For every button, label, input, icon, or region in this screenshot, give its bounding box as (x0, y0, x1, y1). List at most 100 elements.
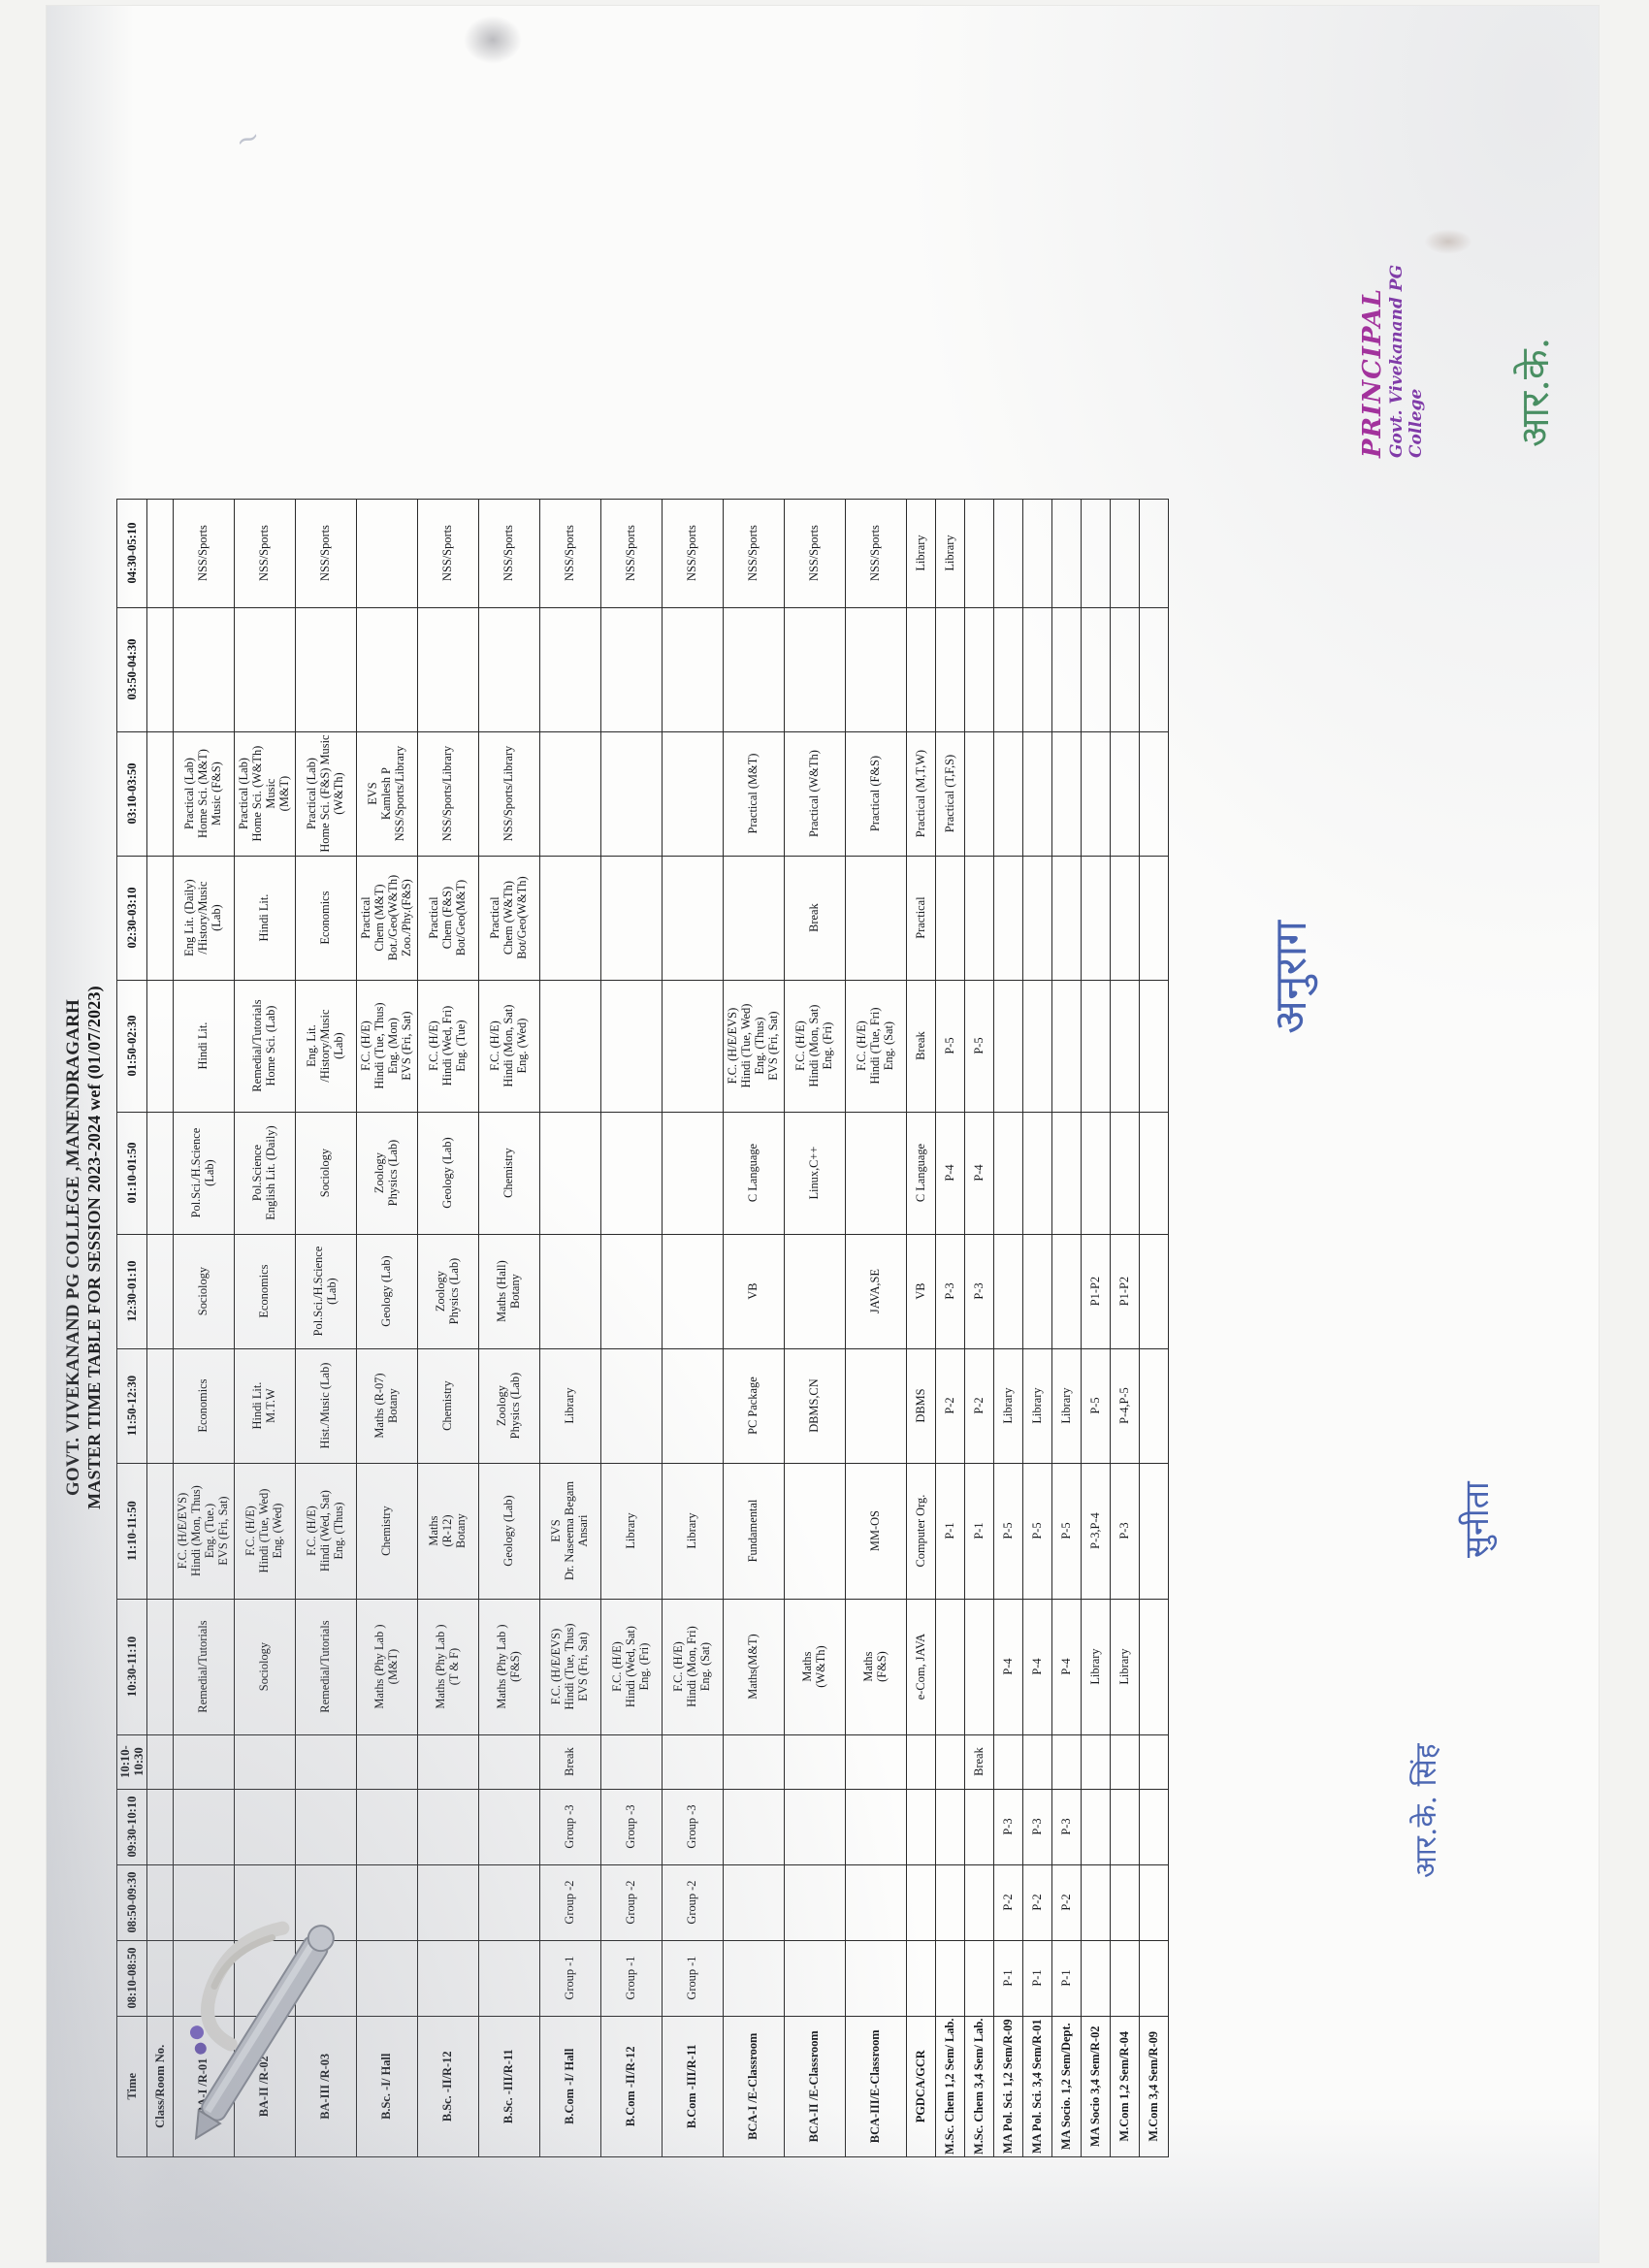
timetable-cell: P-1 (964, 1463, 994, 1600)
timetable-cell: NSS/Sports (295, 499, 357, 608)
timetable-cell: F.C. (H/E) Hindi (Wed, Fri) Eng. (Tue) (417, 980, 479, 1113)
timetable-cell: Group -2 (600, 1864, 663, 1941)
timetable-cell: Computer Org. (906, 1463, 936, 1600)
timetable-cell: Library (1110, 1599, 1140, 1735)
timetable-cell: F.C. (H/E/EVS) Hindi (Mon, Thus) Eng. (T… (173, 1463, 235, 1600)
timetable-cell (784, 1940, 846, 2017)
timetable-cell (234, 1734, 296, 1790)
timetable-cell: P-5 (993, 1463, 1023, 1600)
timetable-cell (1022, 1112, 1052, 1235)
timetable-cell: P-1 (935, 1463, 965, 1600)
timetable-cell (845, 1112, 907, 1235)
timetable-cell: Hist./Music (Lab) (295, 1348, 357, 1464)
timetable-cell (295, 607, 357, 732)
room-label: B.Sc. -III/R-11 (478, 2016, 540, 2157)
timetable-cell: Remedial/Tutorials (173, 1599, 235, 1735)
college-name: GOVT. VIVEKANAND PG COLLEGE ,MANENDRAGAR… (63, 998, 83, 1497)
timetable-cell: Chemistry (417, 1348, 479, 1464)
timetable-cell (906, 607, 936, 732)
timetable-cell: P-3 (964, 1234, 994, 1349)
timetable-cell: Group -2 (539, 1864, 601, 1941)
timetable-cell: VB (723, 1234, 785, 1349)
timetable-cell: F.C. (H/E/EVS) Hindi (Tue, Wed) Eng. (Th… (723, 980, 785, 1113)
timetable-cell: P-2 (935, 1348, 965, 1464)
timetable-cell (935, 1789, 965, 1865)
table-row: BCA-III/E-Classroom Maths (F&S) MM-OS JAVA,… (845, 499, 907, 2157)
room-label: BA-II /R-02 (234, 2016, 296, 2157)
timetable-cell (539, 1234, 601, 1349)
timetable-cell (539, 856, 601, 981)
room-header-spacer (146, 731, 174, 857)
timetable-cell (845, 1789, 907, 1865)
timetable-cell: Sociology (173, 1234, 235, 1349)
timetable-cell (964, 607, 994, 732)
room-header-row: Class/Room No. (146, 499, 174, 2157)
timetable-cell (784, 1463, 846, 1600)
timetable-cell: Library (1081, 1599, 1111, 1735)
timetable-cell: DBMS,CN (784, 1348, 846, 1464)
timetable-cell (662, 980, 724, 1113)
timetable-cell (478, 1864, 540, 1941)
timetable-cell: NSS/Sports (478, 499, 540, 608)
timetable-cell: Practical (M&T) (723, 731, 785, 857)
timetable-cell: Break (964, 1734, 994, 1790)
timetable-cell: NSS/Sports (234, 499, 296, 608)
timetable-cell (1051, 731, 1082, 857)
timetable-cell (662, 1348, 724, 1464)
timetable-cell: Linux,C++ (784, 1112, 846, 1235)
timetable-cell (295, 1789, 357, 1865)
timetable-cell (600, 1734, 663, 1790)
timetable-cell: P-4 (1022, 1599, 1052, 1735)
timetable-cell (1110, 1789, 1140, 1865)
timetable-cell: EVS Dr. Naseema Begam Ansari (539, 1463, 601, 1600)
time-slot-header: 01:10-01:50 (116, 1112, 147, 1235)
room-header-spacer (146, 1234, 174, 1349)
timetable-cell (1022, 607, 1052, 732)
timetable-cell (935, 1734, 965, 1790)
timetable-cell (1110, 1734, 1140, 1790)
time-slot-header: 03:10-03:50 (116, 731, 147, 857)
timetable-cell (1022, 856, 1052, 981)
room-label: BCA-III/E-Classroom (845, 2016, 907, 2157)
timetable-cell (935, 607, 965, 732)
timetable-cell: P-5 (964, 980, 994, 1113)
timetable-cell (1081, 731, 1111, 857)
room-label: MA Socio. 1,2 Sem/Dept. (1051, 2016, 1082, 2157)
timetable-cell: MM-OS (845, 1463, 907, 1600)
timetable-cell: Hindi Lit. (234, 856, 296, 981)
table-row: B.Com -II/R-12 Group -1 Group -2 Group -3 F.… (600, 499, 663, 2157)
table-row: MA Socio. 1,2 Sem/Dept. P-1 P-2 P-3 P-4 P-5 Li… (1051, 499, 1082, 2157)
timetable-body: BA-I /R-01 Remedial/Tutorials F.C. (H/E/EV… (173, 499, 1169, 2157)
timetable-cell (906, 1734, 936, 1790)
timetable-cell: NSS/Sports/Library (417, 731, 479, 857)
timetable-cell (356, 607, 418, 732)
timetable-cell (993, 731, 1023, 857)
timetable-cell: P-4 (964, 1112, 994, 1235)
room-header-spacer (146, 1348, 174, 1464)
timetable-cell (1081, 980, 1111, 1113)
timetable-cell (784, 1734, 846, 1790)
timetable-cell: Group -1 (600, 1940, 663, 2017)
timetable-cell: P-5 (935, 980, 965, 1113)
timetable-cell: Practical (M,T,W) (906, 731, 936, 857)
timetable-cell: Hindi Lit. M.T.W (234, 1348, 296, 1464)
timetable-cell (417, 607, 479, 732)
timetable-cell: Group -3 (662, 1789, 724, 1865)
scanned-page: GOVT. VIVEKANAND PG COLLEGE ,MANENDRAGAR… (47, 6, 1599, 2262)
timetable-cell: Practical (Lab) Home Sci. (W&Th) Music (… (234, 731, 296, 857)
timetable-cell: e-Com, JAVA (906, 1599, 936, 1735)
timetable-cell: Practical (F&S) (845, 731, 907, 857)
timetable-cell (1139, 499, 1169, 608)
timetable-cell (478, 607, 540, 732)
timetable-cell: Library (539, 1348, 601, 1464)
timetable-cell: Maths (Hall) Botany (478, 1234, 540, 1349)
timetable-cell: C Language (906, 1112, 936, 1235)
timetable-cell: Group -1 (662, 1940, 724, 2017)
timetable-cell (1022, 499, 1052, 608)
timetable-cell (662, 731, 724, 857)
timetable-cell (417, 1864, 479, 1941)
timetable-cell (1051, 980, 1082, 1113)
timetable-cell (1081, 499, 1111, 608)
timetable-cell (600, 1348, 663, 1464)
room-header-spacer (146, 607, 174, 732)
